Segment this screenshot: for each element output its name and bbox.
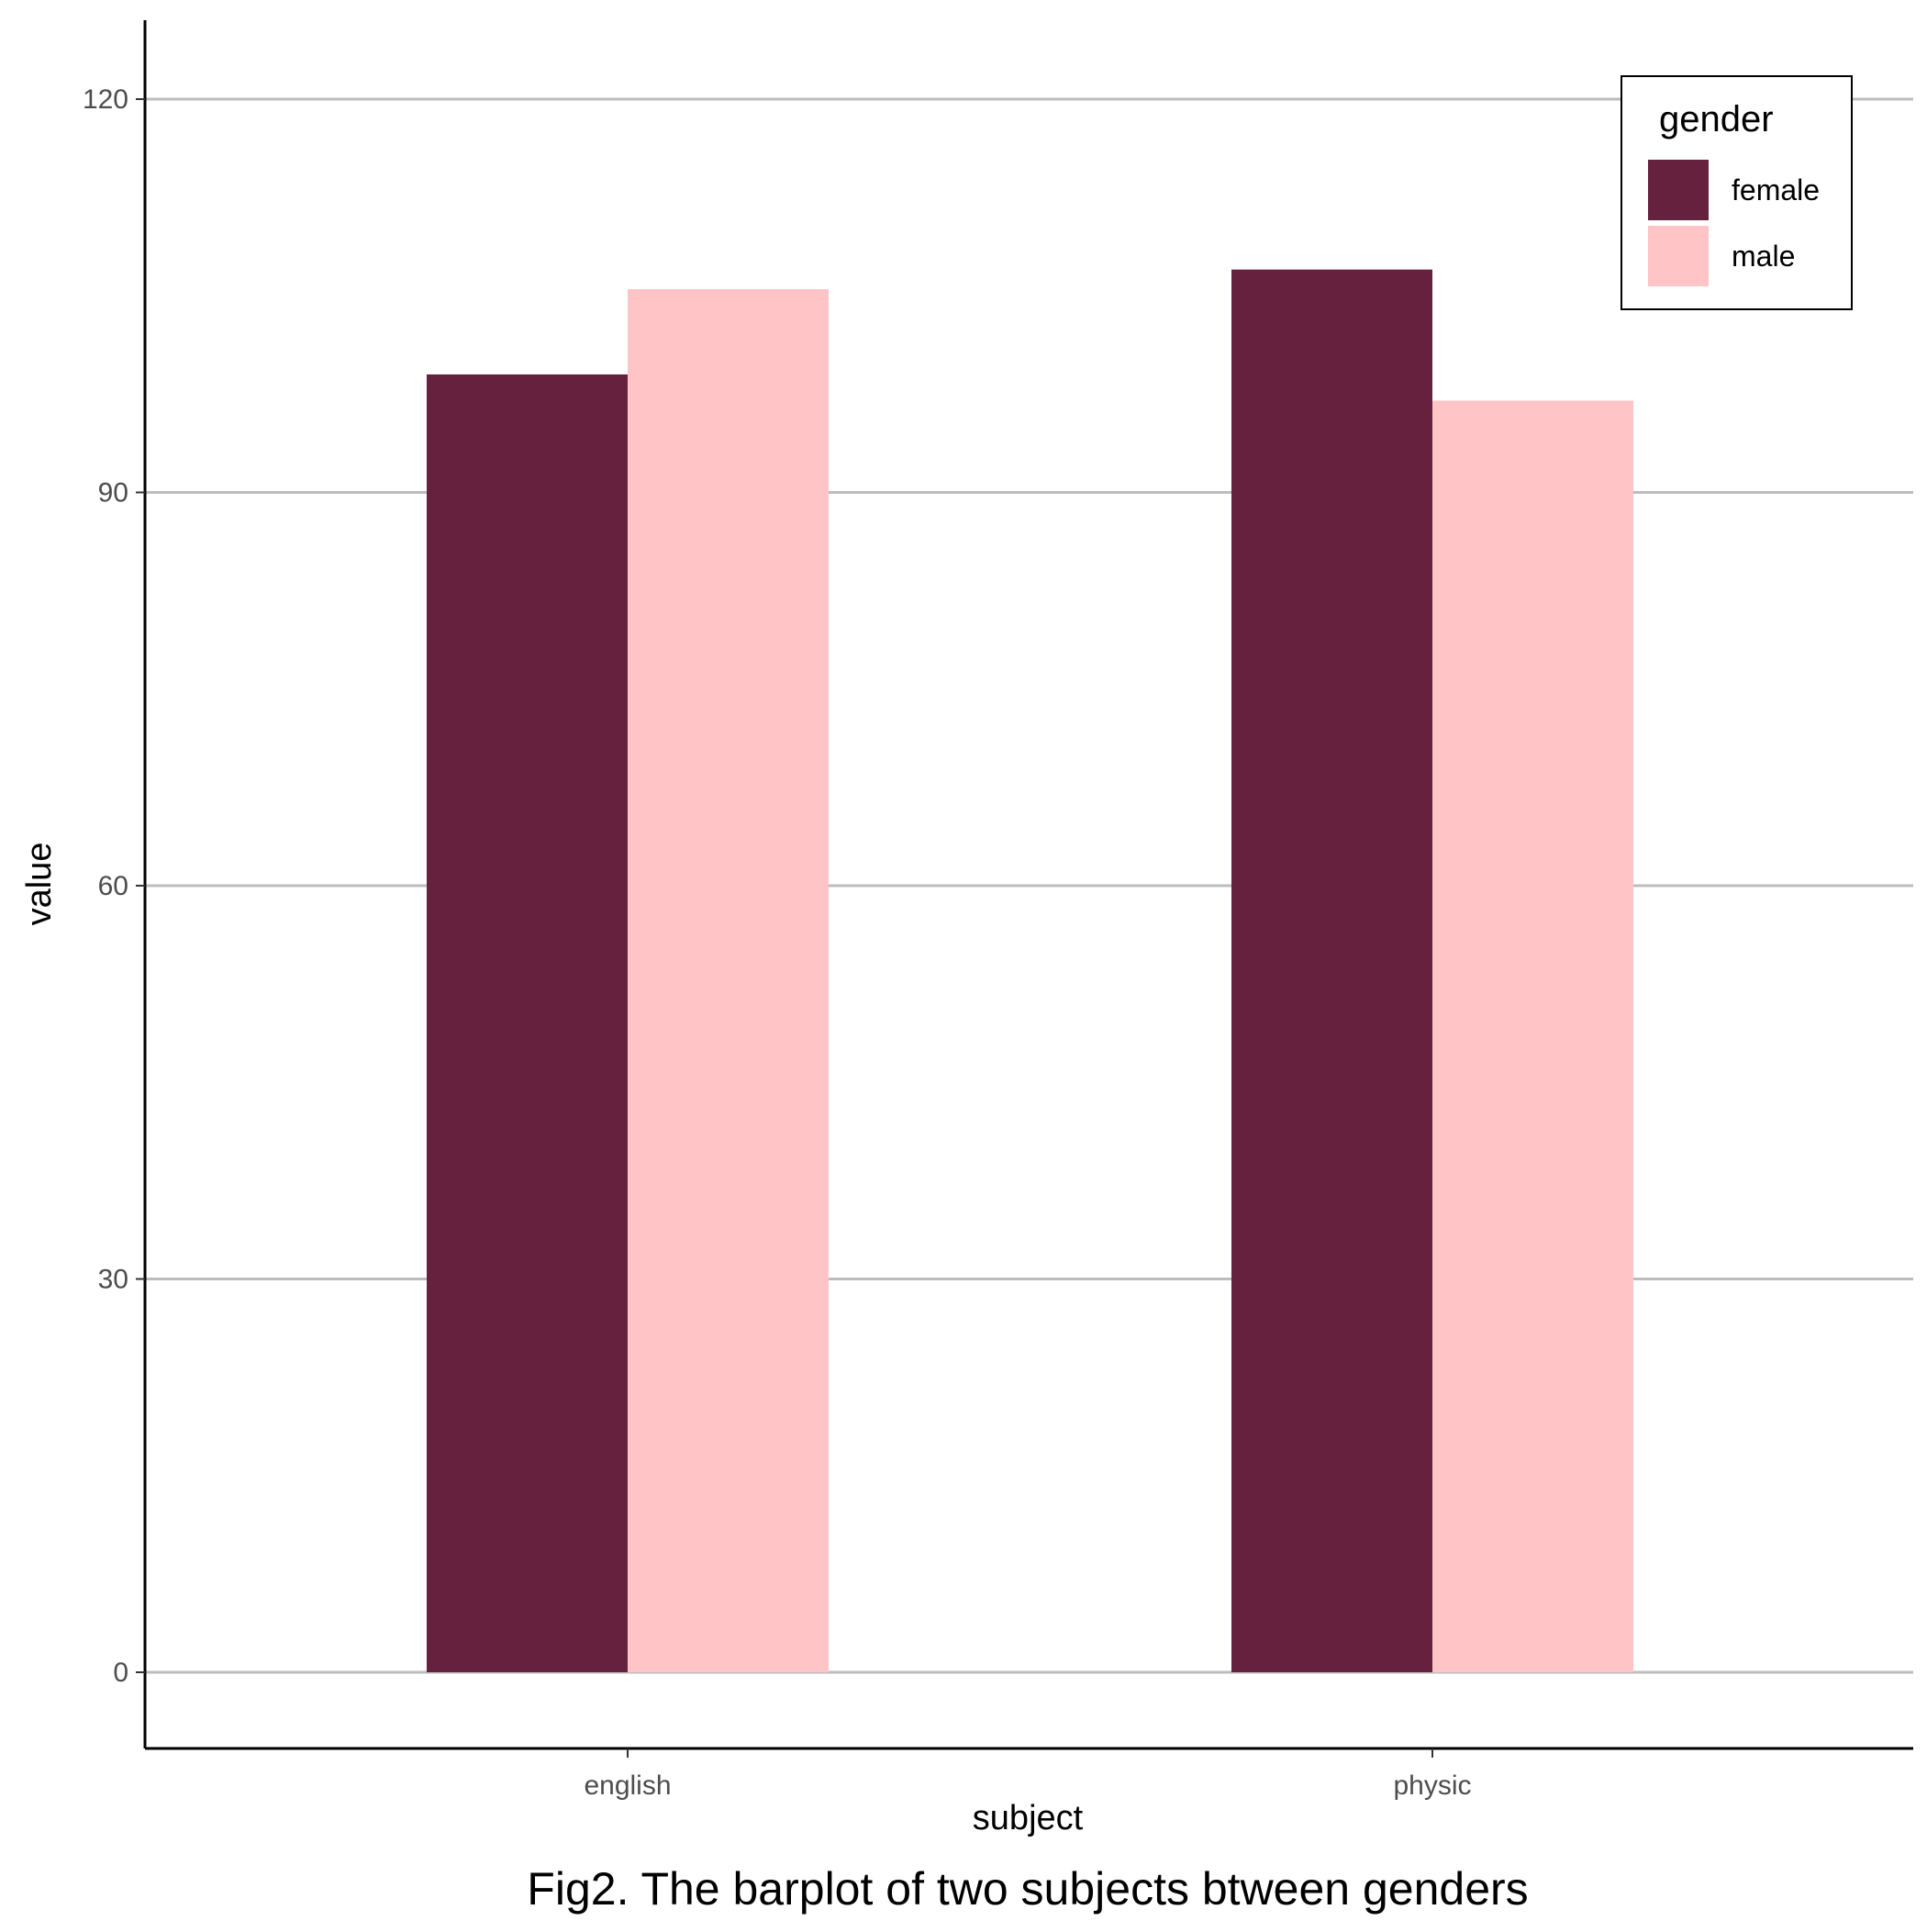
legend-title: gender: [1659, 99, 1774, 140]
legend: gender female male: [1621, 75, 1853, 310]
legend-label-male: male: [1732, 240, 1795, 273]
bars: [427, 269, 1633, 1673]
y-axis-title: value: [20, 843, 59, 926]
x-ticks: english physic: [584, 1748, 1472, 1801]
y-tick-label-60: 60: [98, 871, 128, 901]
y-tick-label-0: 0: [113, 1658, 128, 1688]
gridlines: [145, 97, 1913, 1674]
legend-key-male: [1648, 226, 1709, 286]
legend-key-female: [1648, 160, 1709, 220]
y-tick-label-90: 90: [98, 478, 128, 508]
x-axis-title: subject: [973, 1799, 1084, 1837]
bar-english-female: [427, 374, 628, 1673]
x-tick-label-english: english: [584, 1770, 671, 1801]
bar-physic-male: [1432, 400, 1633, 1673]
figure-caption: Fig2. The barplot of two subjects btween…: [527, 1863, 1528, 1915]
x-tick-label-physic: physic: [1393, 1770, 1471, 1801]
bar-physic-female: [1231, 269, 1432, 1672]
y-ticks: 0 30 60 90 120: [83, 84, 145, 1688]
y-tick-label-30: 30: [98, 1265, 128, 1295]
legend-label-female: female: [1732, 173, 1820, 207]
axes: [143, 20, 1913, 1750]
legend-entries: female male: [1648, 160, 1820, 286]
y-tick-label-120: 120: [83, 84, 128, 115]
bar-english-male: [628, 289, 829, 1672]
